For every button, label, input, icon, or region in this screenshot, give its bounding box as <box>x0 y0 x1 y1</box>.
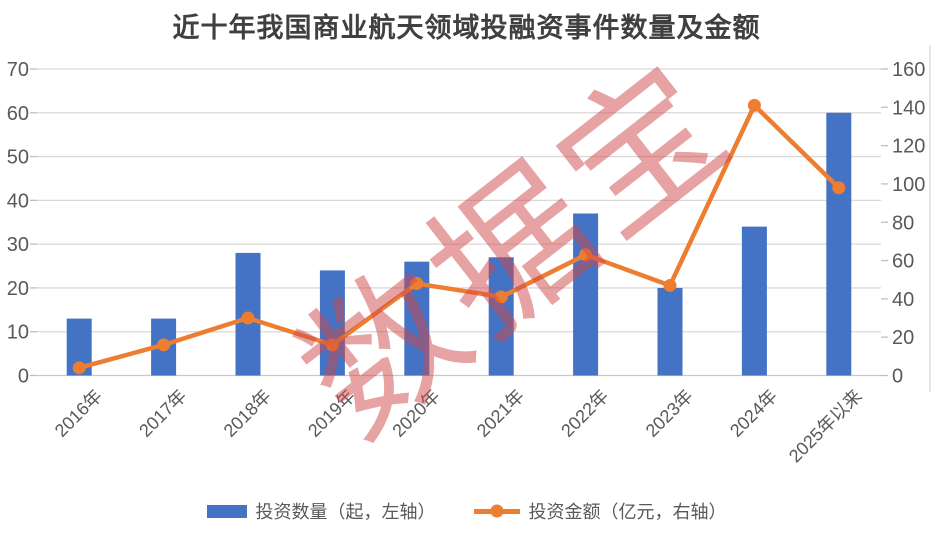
left-axis-tick-label: 50 <box>7 147 29 169</box>
x-axis-label: 2016年 <box>51 386 106 441</box>
left-axis-tick-label: 0 <box>18 366 29 388</box>
line-series <box>76 103 842 371</box>
x-axis-label: 2024年 <box>726 386 781 441</box>
left-axis-tick-label: 40 <box>7 190 29 212</box>
line-marker <box>663 278 677 292</box>
x-axis-label: 2017年 <box>135 386 190 441</box>
left-axis-tick-label: 30 <box>7 234 29 256</box>
right-axis-tick-label: 100 <box>892 174 925 196</box>
right-axis-tick-label: 40 <box>892 289 914 311</box>
x-axis-label: 2021年 <box>473 386 528 441</box>
chart-title: 近十年我国商业航天领域投融资事件数量及金额 <box>172 13 761 43</box>
legend: 投资数量（起，左轴） 投资金额（亿元，右轴） <box>0 498 933 524</box>
line-marker <box>579 248 593 262</box>
right-axis-tick-label: 20 <box>892 327 914 349</box>
line-marker <box>157 338 171 352</box>
x-axis-label: 2023年 <box>642 386 697 441</box>
bar <box>826 112 852 376</box>
bar <box>657 287 683 376</box>
line-marker <box>747 98 761 112</box>
x-axis-label: 2019年 <box>304 386 359 441</box>
right-axis-tick-label: 120 <box>892 136 925 158</box>
left-axis-tick-label: 20 <box>7 278 29 300</box>
legend-item-line: 投资金额（亿元，右轴） <box>473 498 727 524</box>
line-marker <box>241 311 255 325</box>
legend-item-bars: 投资数量（起，左轴） <box>206 498 436 524</box>
line-series-label: 投资金额（亿元，右轴） <box>528 502 727 522</box>
bar <box>488 257 514 376</box>
bar-series-swatch <box>206 504 247 518</box>
x-axis-label: 2020年 <box>388 386 443 441</box>
right-axis-tick-label: 0 <box>892 366 903 388</box>
bar <box>319 270 345 376</box>
bar <box>573 213 599 376</box>
left-axis-tick-label: 10 <box>7 322 29 344</box>
left-axis-tick-label: 70 <box>7 59 29 81</box>
x-axis-label: 2018年 <box>220 386 275 441</box>
line-marker <box>832 181 846 195</box>
x-axis-label: 2022年 <box>557 386 612 441</box>
right-axis-tick-label: 60 <box>892 251 914 273</box>
bar-series-label: 投资数量（起，左轴） <box>255 502 436 522</box>
bar <box>741 226 767 376</box>
line-series-swatch <box>473 508 520 514</box>
right-axis-tick-label: 140 <box>892 97 925 119</box>
x-axis-label: 2025年以来 <box>785 386 866 467</box>
line-marker <box>410 277 424 291</box>
line-marker <box>325 338 339 352</box>
line-marker <box>494 290 508 304</box>
line-marker <box>72 361 86 375</box>
right-axis-tick-label: 160 <box>892 59 925 81</box>
right-axis-tick-label: 80 <box>892 212 914 234</box>
left-axis-tick-label: 60 <box>7 103 29 125</box>
